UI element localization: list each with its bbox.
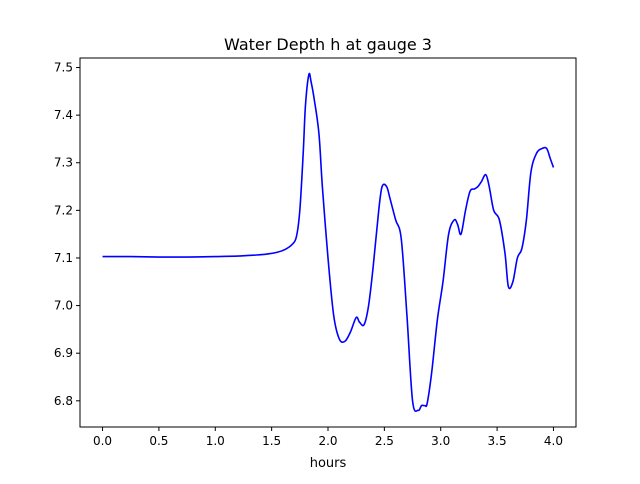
series-line (102, 72, 555, 413)
y-tick-label: 7.1 (54, 251, 73, 265)
x-tick-label: 0.5 (149, 434, 168, 448)
x-tick-label: 2.5 (375, 434, 394, 448)
y-tick-label: 6.9 (54, 346, 73, 360)
x-tick-label: 3.5 (488, 434, 507, 448)
x-axis-label: hours (310, 456, 347, 471)
y-tick-label: 7.5 (54, 61, 73, 75)
y-tick-label: 7.0 (54, 299, 73, 313)
axis-ticks: 0.0 0.5 1.0 1.5 2.0 2.5 3.0 3.5 4.0 6.8 6.9 7.0 7.1 7… (54, 61, 563, 448)
x-tick-label: 2.0 (318, 434, 337, 448)
y-tick-label: 7.2 (54, 203, 73, 217)
x-tick-label: 0.0 (93, 434, 112, 448)
chart-title: Water Depth h at gauge 3 (224, 35, 432, 54)
y-tick-label: 7.4 (54, 108, 73, 122)
x-tick-label: 3.0 (431, 434, 450, 448)
x-tick-label: 1.5 (262, 434, 281, 448)
y-tick-label: 6.8 (54, 394, 73, 408)
plot-area (102, 72, 555, 413)
x-tick-label: 1.0 (206, 434, 225, 448)
x-tick-label: 4.0 (544, 434, 563, 448)
y-tick-label: 7.3 (54, 156, 73, 170)
